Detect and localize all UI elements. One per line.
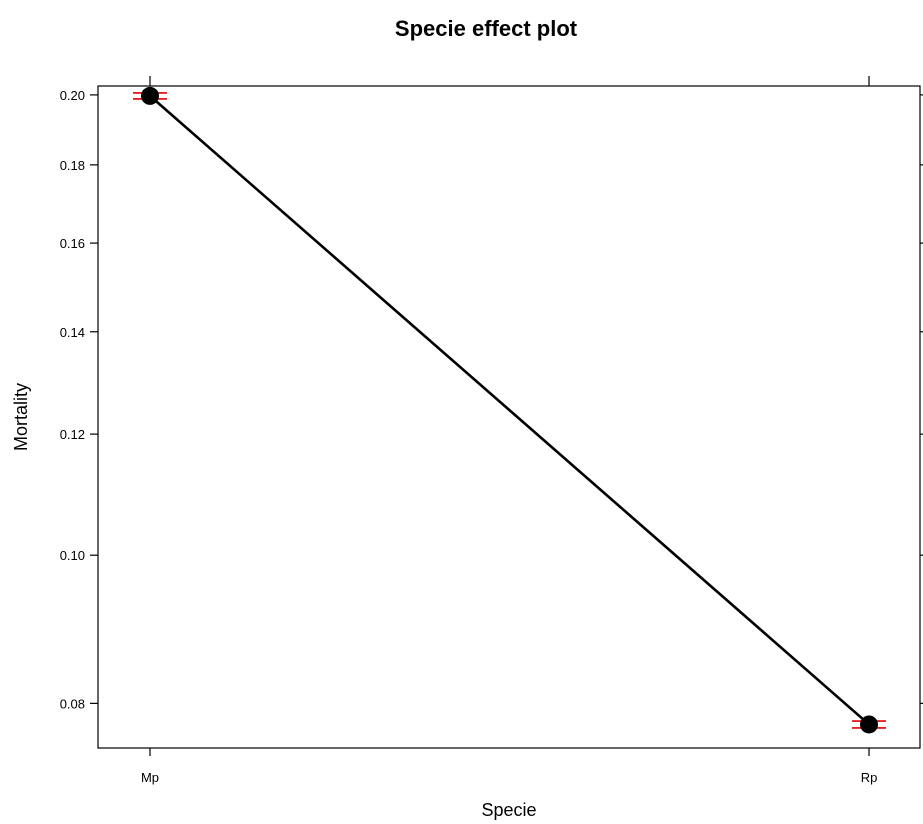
y-tick-label: 0.10 [60, 548, 85, 563]
chart-title: Specie effect plot [395, 16, 578, 41]
data-point [860, 715, 878, 734]
x-tick-label: Mp [141, 770, 159, 785]
x-axis: Mp Rp [141, 76, 877, 785]
y-tick-label: 0.08 [60, 696, 85, 711]
y-tick-label: 0.18 [60, 158, 85, 173]
y-tick-label: 0.20 [60, 88, 85, 103]
x-tick-label: Rp [861, 770, 878, 785]
series-line [149, 94, 870, 726]
plot-frame [97, 85, 921, 749]
y-tick-label: 0.12 [60, 427, 85, 442]
y-axis-label: Mortality [11, 383, 31, 451]
plot-area [133, 86, 886, 734]
y-tick-label: 0.14 [60, 325, 85, 340]
y-axis: 0.08 0.10 0.12 0.14 0.16 0.18 0.20 [60, 88, 923, 711]
x-axis-label: Specie [481, 800, 536, 820]
y-tick-label: 0.16 [60, 236, 85, 251]
data-point [141, 86, 159, 105]
